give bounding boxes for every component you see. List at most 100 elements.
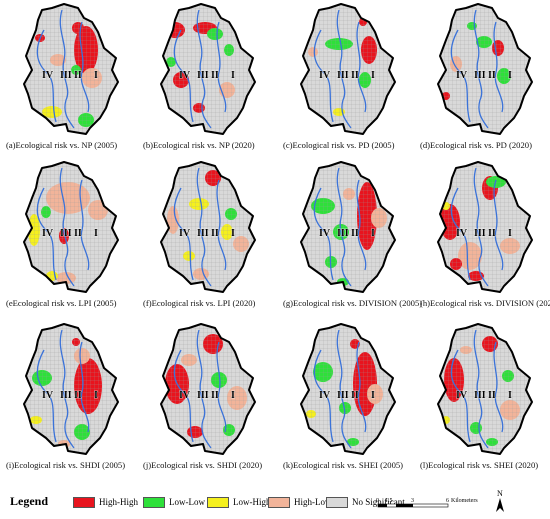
legend-label-high-low: High-Low <box>294 497 332 507</box>
zone-label: III <box>337 70 349 81</box>
legend-swatch-high-low <box>268 496 290 508</box>
zone-boundary-river <box>79 341 90 433</box>
panel-caption: (g)Ecological risk vs. DIVISION (2005) <box>283 298 423 308</box>
zone-label: III <box>474 70 486 81</box>
zone-boundary-river <box>313 187 334 281</box>
zone-boundary-river <box>473 167 489 287</box>
map-grid: IV III II I (a)Ecological risk vs. NP (2005)… <box>6 0 550 480</box>
zone-boundary-river <box>59 9 75 129</box>
risk-map: IV III II I <box>23 161 119 293</box>
map-panel: IV III II I (a)Ecological risk vs. NP (2005) <box>6 0 143 160</box>
scale-tick-2: 3 <box>411 498 414 504</box>
risk-map: IV III II I <box>160 161 256 293</box>
zone-label: III <box>197 70 209 81</box>
zone-label: I <box>231 228 235 239</box>
study-area-boundary <box>160 3 256 135</box>
panel-caption: (f)Ecological risk vs. LPI (2020) <box>143 298 256 308</box>
zone-label: I <box>94 390 98 401</box>
zone-label: IV <box>319 390 331 401</box>
zone-boundary-river <box>216 179 227 271</box>
legend-label-low-low: Low-Low <box>169 497 205 507</box>
zone-boundary-river <box>173 29 194 123</box>
zone-boundary-river <box>313 349 334 443</box>
map-panel: IV III II I (eEcological risk vs. LPI (2005) <box>6 158 143 318</box>
zone-boundary-river <box>216 21 227 113</box>
north-label: N <box>497 489 503 498</box>
zone-boundary-river <box>336 329 352 449</box>
legend-title: Legend <box>10 494 49 508</box>
study-area-boundary <box>160 161 256 293</box>
zone-boundary-river <box>173 349 194 443</box>
study-area-boundary <box>23 323 119 455</box>
panel-caption: (h)Ecological risk vs. DIVISION (2020) <box>420 298 550 308</box>
zone-boundary-river <box>173 187 194 281</box>
study-area-boundary <box>300 161 396 293</box>
legend-swatch-high-high <box>73 496 95 508</box>
legend-swatch-low-low <box>143 496 165 508</box>
zone-label: I <box>508 70 512 81</box>
zone-label: III <box>474 390 486 401</box>
panel-caption: (j)Ecological risk vs. SHDI (2020) <box>143 460 263 470</box>
zone-label: IV <box>42 70 54 81</box>
zone-boundary-river <box>59 329 75 449</box>
zone-boundary-river <box>216 341 227 433</box>
study-area-boundary <box>23 161 119 293</box>
zone-boundary-river <box>493 341 504 433</box>
zone-label: II <box>74 390 82 401</box>
map-panel: IV III II I (g)Ecological risk vs. DIVISION … <box>283 158 423 318</box>
zone-boundary-river <box>493 21 504 113</box>
zone-label: IV <box>456 70 468 81</box>
zone-boundary-river <box>79 179 90 271</box>
map-panel: IV III II I (h)Ecological risk vs. DIVISION … <box>420 158 550 318</box>
zone-boundary-river <box>450 187 471 281</box>
zone-boundary-river <box>196 9 212 129</box>
zone-boundary-river <box>450 29 471 123</box>
zone-boundary-river <box>356 341 367 433</box>
zone-label: II <box>351 70 359 81</box>
zone-label: IV <box>319 228 331 239</box>
map-panel: IV III II I (c)Ecological risk vs. PD (2005) <box>283 0 420 160</box>
zone-label: I <box>371 390 375 401</box>
risk-map: IV III II I <box>437 3 533 135</box>
zone-label: IV <box>456 390 468 401</box>
risk-map: IV III II I <box>437 161 533 293</box>
panel-caption: (b)Ecological risk vs. NP (2020) <box>143 140 255 150</box>
zone-boundary-river <box>356 21 367 113</box>
zone-label: III <box>337 228 349 239</box>
zone-boundary-river <box>79 21 90 113</box>
zone-label: IV <box>456 228 468 239</box>
zone-label: I <box>94 228 98 239</box>
risk-map: IV III II I <box>437 323 533 455</box>
risk-map: IV III II I <box>23 3 119 135</box>
zone-label: III <box>60 228 72 239</box>
risk-map: IV III II I <box>300 161 396 293</box>
scale-unit: Kilometers <box>451 498 478 504</box>
zone-boundary-river <box>473 9 489 129</box>
zone-label: IV <box>179 390 191 401</box>
map-panel: IV III II I (i)Ecological risk vs. SHDI (200… <box>6 320 143 480</box>
zone-boundary-river <box>36 349 57 443</box>
zone-boundary-river <box>36 187 57 281</box>
zone-label: II <box>211 390 219 401</box>
study-area-boundary <box>437 3 533 135</box>
zone-label: III <box>474 228 486 239</box>
zone-label: III <box>197 228 209 239</box>
legend-swatch-no-significant <box>326 496 348 508</box>
legend-item-high-high: High-High <box>73 496 138 508</box>
panel-caption: (c)Ecological risk vs. PD (2005) <box>283 140 395 150</box>
zone-label: IV <box>319 70 331 81</box>
zone-label: IV <box>179 70 191 81</box>
zone-label: I <box>94 70 98 81</box>
zone-label: II <box>211 70 219 81</box>
scale-tick-3: 6 <box>446 498 449 504</box>
zone-label: I <box>371 70 375 81</box>
zone-boundary-river <box>450 349 471 443</box>
zone-label: I <box>371 228 375 239</box>
zone-label: II <box>351 390 359 401</box>
zone-label: I <box>508 390 512 401</box>
scale-tick-0: 0 <box>376 498 379 504</box>
map-panel: IV III II I (b)Ecological risk vs. NP (2020) <box>143 0 280 160</box>
legend-item-high-low: High-Low <box>268 496 332 508</box>
zone-boundary-river <box>59 167 75 287</box>
legend-label-high-high: High-High <box>99 497 138 507</box>
